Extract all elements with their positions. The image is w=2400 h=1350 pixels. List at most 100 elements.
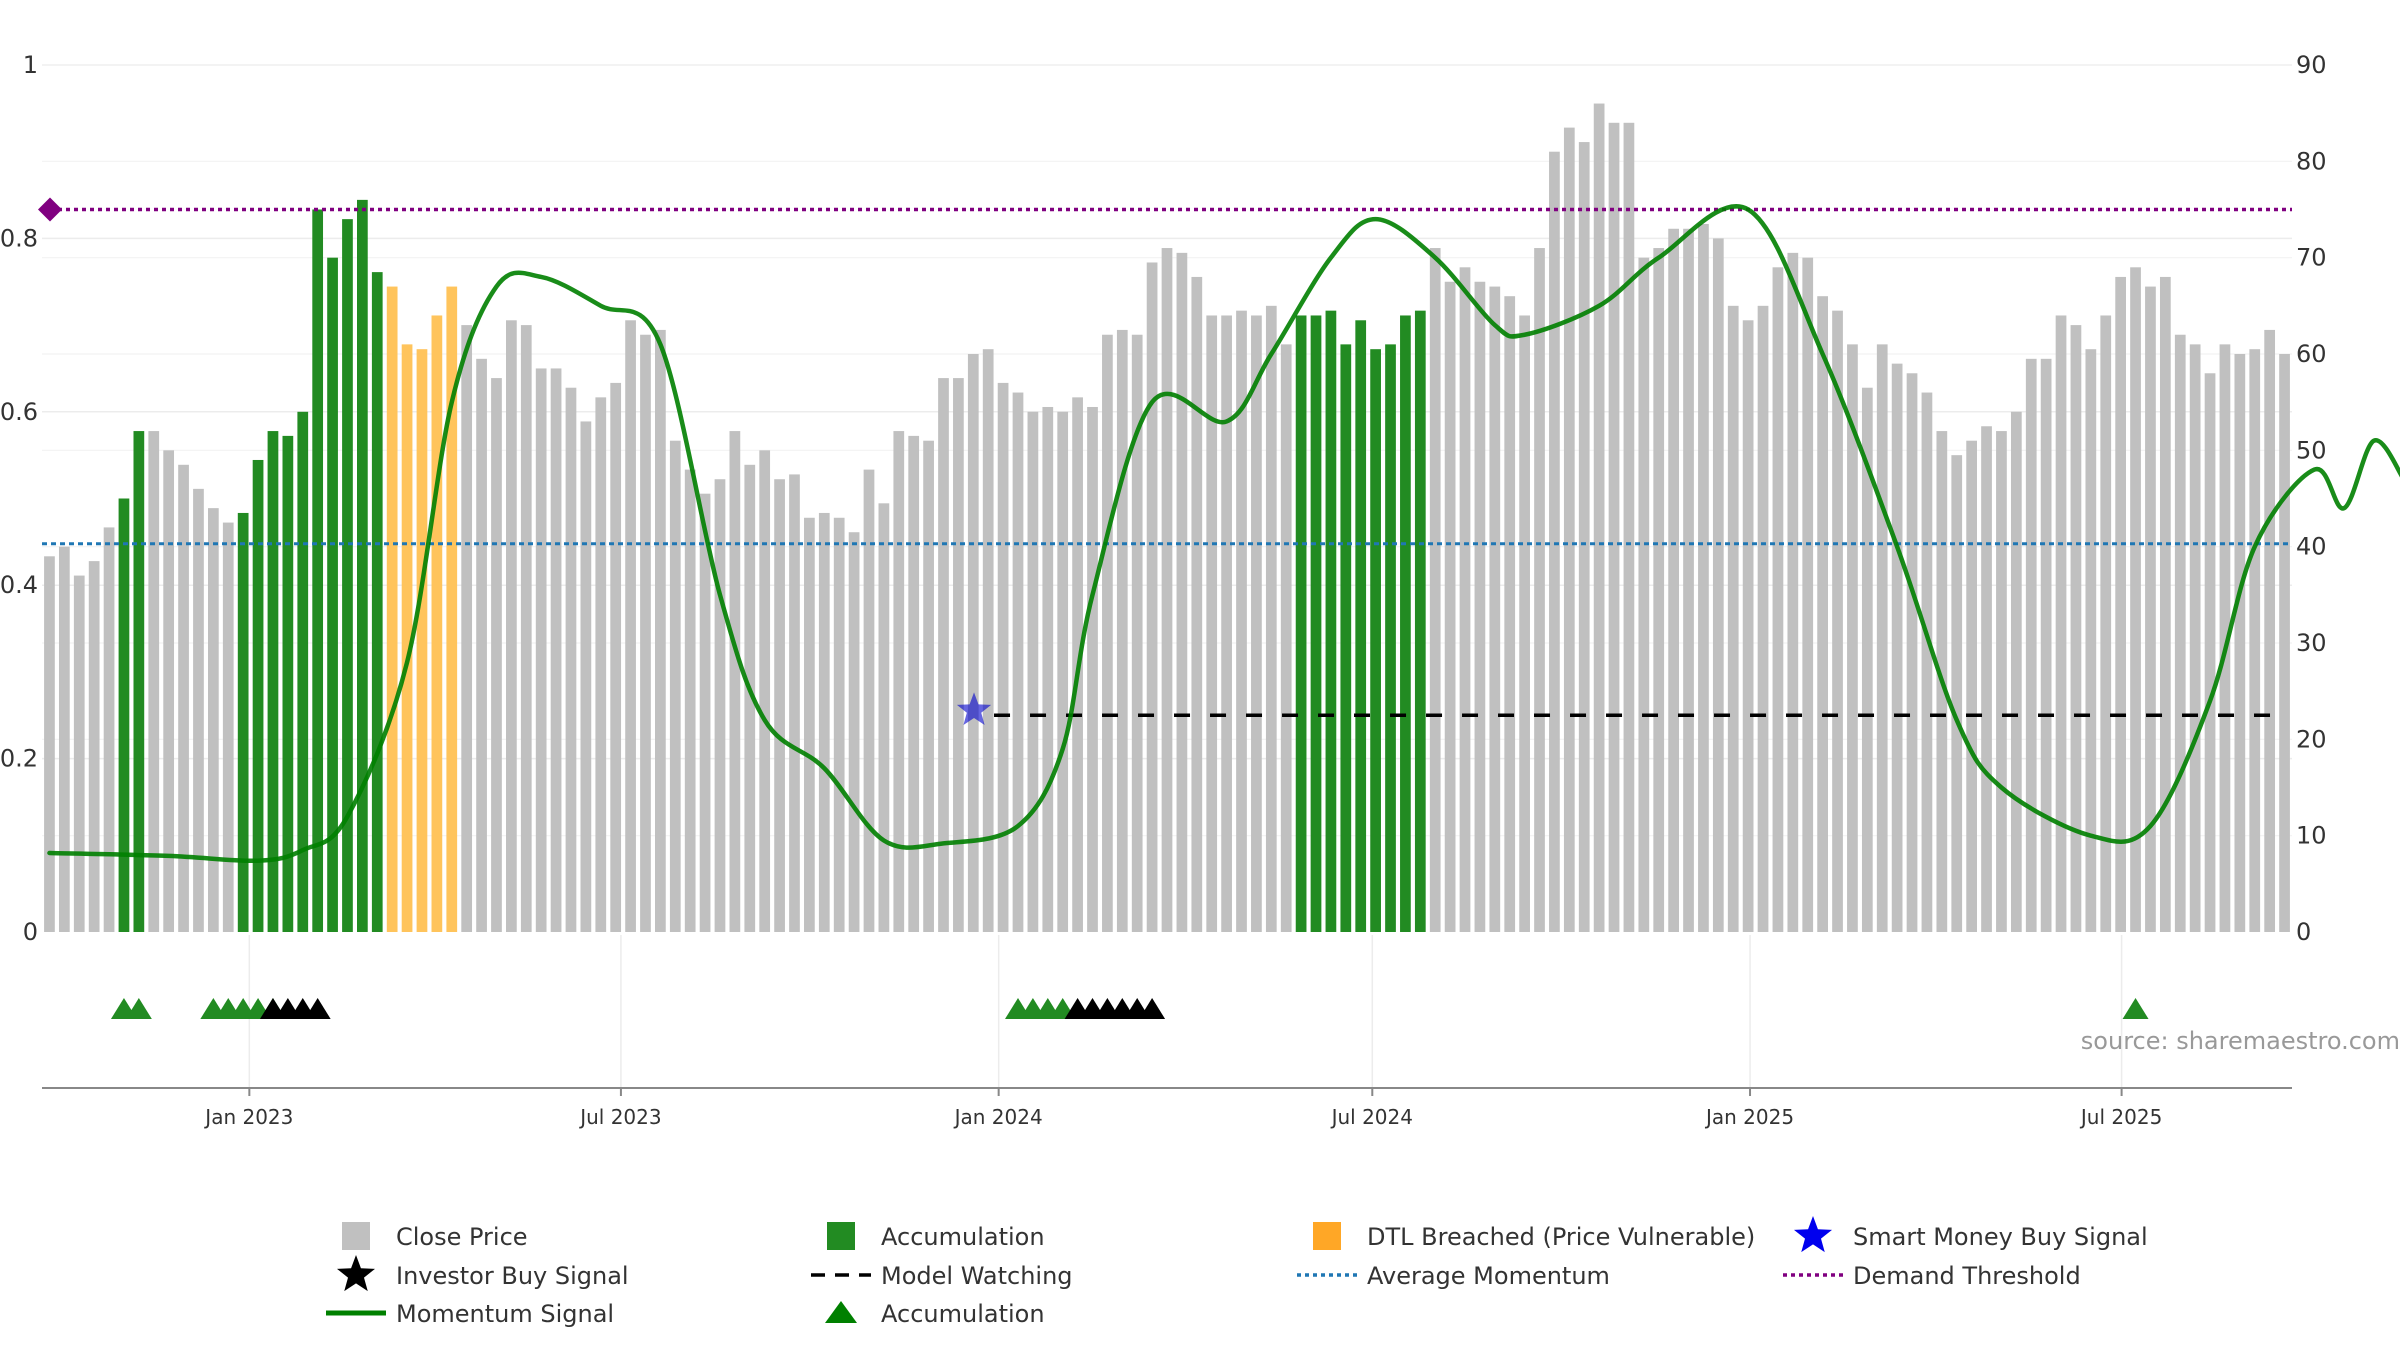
x-tick-label: Jan 2023 — [203, 1105, 293, 1129]
close-price-bar — [1966, 440, 1977, 932]
close-price-bar — [982, 349, 994, 932]
right-axis-tick-label: 90 — [2296, 51, 2327, 79]
close-price-bar — [103, 527, 115, 932]
close-price-bar — [684, 469, 696, 932]
close-price-bar — [1653, 248, 1665, 933]
close-price-bar — [148, 431, 160, 932]
left-axis-tick-label: 0 — [23, 918, 38, 946]
accumulation-bar — [357, 199, 368, 932]
legend-swatch — [1313, 1222, 1341, 1250]
close-price-bar — [625, 320, 636, 932]
right-axis-tick-label: 40 — [2296, 533, 2327, 561]
close-price-bar — [1981, 426, 1992, 932]
legend-swatch — [827, 1222, 855, 1250]
legend-label: Close Price — [396, 1223, 528, 1251]
close-price-bar — [1593, 103, 1605, 933]
legend-item: Model Watching — [811, 1262, 1073, 1290]
accumulation-bar — [282, 435, 294, 932]
close-price-bar — [1757, 305, 1769, 932]
dtl-breached-bar — [416, 349, 428, 932]
smart-money-buy-signal-star — [956, 692, 992, 725]
close-price-bar — [923, 440, 934, 932]
close-price-bar — [714, 479, 726, 932]
close-price-bar — [222, 522, 234, 932]
accumulation-triangle — [125, 998, 152, 1019]
right-axis-tick-label: 80 — [2296, 147, 2327, 175]
legend-label: Average Momentum — [1367, 1262, 1610, 1290]
dtl-breached-bar — [386, 286, 398, 933]
legend-item: Investor Buy Signal — [336, 1255, 629, 1292]
close-price-bar — [1489, 286, 1501, 933]
close-price-bar — [580, 421, 592, 932]
close-price-bar — [2115, 276, 2127, 932]
accumulation-bar — [1385, 344, 1396, 932]
close-price-bar — [2279, 354, 2290, 932]
close-price-bar — [506, 320, 517, 932]
close-price-bar — [1116, 329, 1128, 933]
close-price-bar — [193, 488, 204, 932]
close-price-bar — [1832, 310, 1843, 932]
close-price-bar — [833, 517, 845, 932]
close-price-bar — [774, 479, 785, 932]
right-axis-tick-label: 20 — [2296, 725, 2327, 753]
close-price-bar — [1549, 151, 1560, 932]
close-price-bar — [744, 464, 756, 932]
close-price-bar — [1027, 411, 1039, 932]
close-price-bar — [1847, 344, 1858, 932]
legend-label: Accumulation — [881, 1223, 1045, 1251]
x-tick-label: Jan 2025 — [1704, 1105, 1794, 1129]
close-price-bar — [953, 378, 964, 932]
close-price-bar — [2189, 344, 2201, 932]
accumulation-bar — [1370, 349, 1381, 932]
close-price-bar — [58, 546, 70, 932]
legend: Close Price Accumulation DTL Breached (Pri… — [326, 1216, 2148, 1328]
legend-triangle-icon — [825, 1301, 857, 1323]
x-tick-label: Jul 2025 — [2079, 1105, 2162, 1129]
legend-label: Demand Threshold — [1853, 1262, 2081, 1290]
close-price-bar — [1683, 228, 1694, 932]
close-price-bar — [2204, 373, 2216, 932]
close-price-bar — [1727, 305, 1739, 932]
close-price-bar — [535, 368, 547, 932]
accumulation-bar — [1310, 315, 1322, 932]
x-tick-label: Jul 2023 — [578, 1105, 661, 1129]
legend-item: Demand Threshold — [1783, 1262, 2081, 1290]
left-axis-tick-label: 0.6 — [0, 398, 38, 426]
right-axis-tick-label: 70 — [2296, 244, 2327, 272]
close-price-bar — [2070, 325, 2082, 933]
close-price-bar — [178, 464, 189, 932]
close-price-bar — [1057, 411, 1069, 932]
close-price-bar — [1444, 281, 1456, 932]
investor-buy-triangle — [1139, 998, 1166, 1019]
close-price-bar — [2145, 286, 2156, 933]
close-price-bar — [207, 508, 219, 932]
close-price-bar — [2234, 354, 2246, 932]
close-price-bar — [73, 575, 85, 932]
legend-label: Momentum Signal — [396, 1300, 614, 1328]
close-price-bar — [1459, 267, 1471, 932]
legend-item: Average Momentum — [1297, 1262, 1610, 1290]
close-price-bar — [2010, 411, 2022, 932]
close-price-bar — [2130, 267, 2141, 932]
accumulation-bar — [327, 257, 338, 933]
accumulation-bar — [1325, 310, 1337, 932]
legend-label: Model Watching — [881, 1262, 1073, 1290]
close-price-bar — [88, 561, 100, 932]
accumulation-bar — [312, 209, 324, 932]
close-price-bar — [1817, 296, 1828, 932]
close-price-bar — [1519, 315, 1530, 932]
price-bars — [44, 103, 2290, 933]
close-price-bar — [1176, 252, 1188, 933]
close-price-bar — [1161, 248, 1173, 933]
close-price-bar — [2085, 349, 2097, 932]
close-price-bar — [997, 382, 1009, 932]
close-price-bar — [1608, 122, 1620, 933]
accumulation-bar — [1400, 315, 1411, 932]
close-price-bar — [848, 532, 860, 932]
demand-threshold-marker — [38, 197, 62, 222]
close-price-bar — [1251, 315, 1262, 932]
x-tick-label: Jul 2024 — [1330, 1105, 1413, 1129]
close-price-bar — [610, 382, 622, 932]
close-price-bar — [163, 450, 175, 932]
